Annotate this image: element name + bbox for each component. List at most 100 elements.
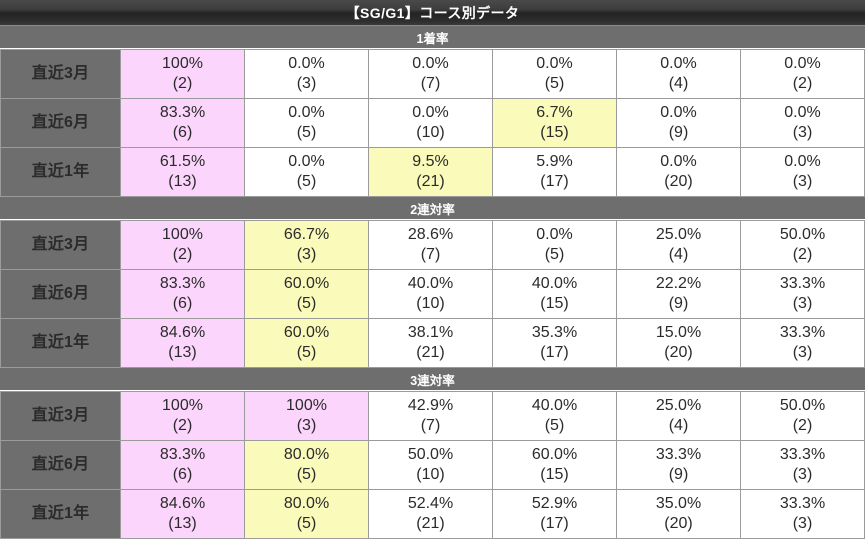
cell-percent: 42.9%	[407, 397, 454, 415]
data-cell: 100% (3)	[244, 391, 369, 441]
table-row: 直近3月 100% (2) 100% (3) 42.9% (7) 40.0% (5) 25.0% (…	[0, 391, 865, 441]
cell-count: (9)	[668, 124, 689, 141]
cell-count: (3)	[296, 417, 317, 434]
cell-count: (13)	[168, 344, 197, 361]
data-cell: 50.0% (2)	[740, 220, 865, 270]
table-row: 直近1年 61.5% (13) 0.0% (5) 9.5% (21) 5.9% (17) 0.0%…	[0, 147, 865, 197]
data-cell: 42.9% (7)	[368, 391, 493, 441]
row-label: 直近1年	[0, 489, 121, 539]
cell-count: (9)	[668, 466, 689, 483]
cell-count: (3)	[792, 344, 813, 361]
cell-percent: 0.0%	[784, 153, 821, 171]
data-cell: 9.5% (21)	[368, 147, 493, 197]
cell-count: (20)	[664, 344, 693, 361]
cell-percent: 0.0%	[784, 104, 821, 122]
cell-percent: 33.3%	[779, 275, 826, 293]
row-label: 直近1年	[0, 318, 121, 368]
row-label: 直近6月	[0, 269, 121, 319]
sections-container: 1着率 直近3月 100% (2) 0.0% (3) 0.0% (7) 0.0% (5) 0.0% (…	[0, 26, 865, 539]
cell-count: (7)	[420, 75, 441, 92]
data-cell: 0.0% (3)	[740, 147, 865, 197]
data-cell: 0.0% (3)	[740, 98, 865, 148]
section-block: 1着率 直近3月 100% (2) 0.0% (3) 0.0% (7) 0.0% (5) 0.0% (…	[0, 26, 865, 197]
cell-count: (5)	[544, 417, 565, 434]
cell-count: (2)	[172, 75, 193, 92]
cell-count: (4)	[668, 75, 689, 92]
data-cell: 5.9% (17)	[492, 147, 617, 197]
cell-percent: 84.6%	[159, 324, 206, 342]
cell-count: (13)	[168, 173, 197, 190]
cell-count: (5)	[544, 75, 565, 92]
data-cell: 0.0% (3)	[244, 49, 369, 99]
cell-percent: 33.3%	[655, 446, 702, 464]
cell-count: (7)	[420, 246, 441, 263]
cell-count: (9)	[668, 295, 689, 312]
data-cell: 40.0% (15)	[492, 269, 617, 319]
cell-count: (4)	[668, 246, 689, 263]
data-cell: 84.6% (13)	[120, 318, 245, 368]
cell-percent: 0.0%	[288, 55, 325, 73]
page-title: 【SG/G1】コース別データ	[0, 0, 865, 26]
cell-percent: 50.0%	[779, 397, 826, 415]
table-row: 直近3月 100% (2) 0.0% (3) 0.0% (7) 0.0% (5) 0.0% (4) 0…	[0, 49, 865, 99]
data-cell: 0.0% (5)	[492, 49, 617, 99]
cell-count: (17)	[540, 344, 569, 361]
cell-percent: 60.0%	[531, 446, 578, 464]
data-cell: 35.3% (17)	[492, 318, 617, 368]
cell-percent: 61.5%	[159, 153, 206, 171]
cell-percent: 15.0%	[655, 324, 702, 342]
data-cell: 50.0% (2)	[740, 391, 865, 441]
cell-percent: 38.1%	[407, 324, 454, 342]
table-row: 直近6月 83.3% (6) 0.0% (5) 0.0% (10) 6.7% (15) 0.0% (…	[0, 98, 865, 148]
data-cell: 25.0% (4)	[616, 391, 741, 441]
data-cell: 52.9% (17)	[492, 489, 617, 539]
data-cell: 6.7% (15)	[492, 98, 617, 148]
cell-count: (6)	[172, 124, 193, 141]
section-block: 3連対率 直近3月 100% (2) 100% (3) 42.9% (7) 40.0% (5) 25…	[0, 368, 865, 539]
cell-percent: 83.3%	[159, 275, 206, 293]
data-cell: 83.3% (6)	[120, 269, 245, 319]
data-cell: 0.0% (10)	[368, 98, 493, 148]
data-cell: 52.4% (21)	[368, 489, 493, 539]
rate-table: 直近3月 100% (2) 100% (3) 42.9% (7) 40.0% (5) 25.0% (…	[0, 391, 865, 539]
cell-percent: 0.0%	[412, 55, 449, 73]
cell-percent: 0.0%	[660, 55, 697, 73]
cell-count: (2)	[172, 417, 193, 434]
cell-percent: 0.0%	[660, 104, 697, 122]
cell-count: (15)	[540, 295, 569, 312]
data-cell: 0.0% (5)	[244, 98, 369, 148]
cell-percent: 0.0%	[412, 104, 449, 122]
cell-count: (2)	[792, 75, 813, 92]
rate-table: 直近3月 100% (2) 66.7% (3) 28.6% (7) 0.0% (5) 25.0% (…	[0, 220, 865, 368]
cell-count: (5)	[296, 344, 317, 361]
cell-count: (3)	[792, 515, 813, 532]
cell-count: (6)	[172, 295, 193, 312]
cell-count: (6)	[172, 466, 193, 483]
cell-percent: 0.0%	[660, 153, 697, 171]
cell-percent: 100%	[162, 397, 203, 415]
cell-percent: 52.4%	[407, 495, 454, 513]
data-cell: 50.0% (10)	[368, 440, 493, 490]
table-row: 直近1年 84.6% (13) 80.0% (5) 52.4% (21) 52.9% (17) 3…	[0, 489, 865, 539]
cell-percent: 60.0%	[283, 324, 330, 342]
cell-percent: 80.0%	[283, 446, 330, 464]
cell-count: (4)	[668, 417, 689, 434]
data-cell: 22.2% (9)	[616, 269, 741, 319]
cell-percent: 83.3%	[159, 446, 206, 464]
cell-count: (3)	[792, 173, 813, 190]
cell-count: (5)	[296, 515, 317, 532]
cell-percent: 0.0%	[536, 55, 573, 73]
data-cell: 33.3% (3)	[740, 318, 865, 368]
data-cell: 0.0% (5)	[244, 147, 369, 197]
data-cell: 0.0% (4)	[616, 49, 741, 99]
cell-percent: 100%	[286, 397, 327, 415]
data-cell: 80.0% (5)	[244, 440, 369, 490]
cell-percent: 40.0%	[407, 275, 454, 293]
data-cell: 100% (2)	[120, 391, 245, 441]
rate-table: 直近3月 100% (2) 0.0% (3) 0.0% (7) 0.0% (5) 0.0% (4) 0…	[0, 49, 865, 197]
cell-percent: 0.0%	[288, 104, 325, 122]
cell-count: (5)	[296, 124, 317, 141]
section-header: 1着率	[0, 26, 865, 49]
cell-percent: 28.6%	[407, 226, 454, 244]
data-cell: 66.7% (3)	[244, 220, 369, 270]
